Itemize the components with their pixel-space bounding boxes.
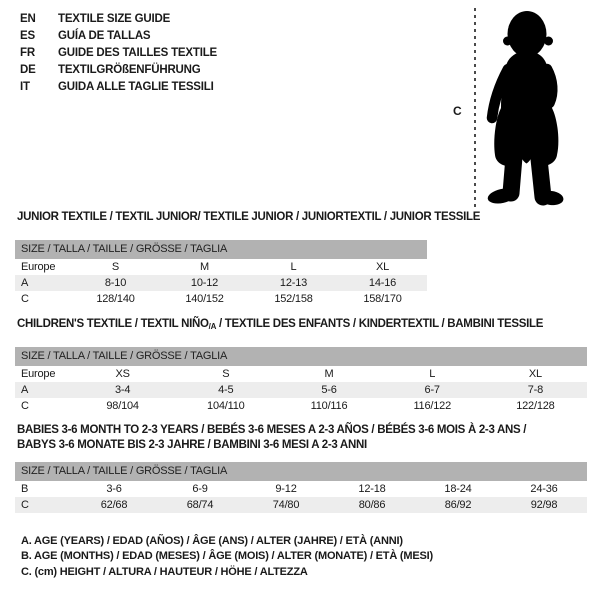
size-cell: XL: [528, 368, 542, 380]
junior-table-title: JUNIOR TEXTILE / TEXTIL JUNIOR/ TEXTILE …: [17, 211, 481, 223]
language-row-it: IT GUIDA ALLE TAGLIE TESSILI: [20, 79, 217, 96]
size-cell: 158/170: [363, 293, 402, 305]
size-cell: 152/158: [274, 293, 313, 305]
size-cell: 4-5: [218, 384, 234, 396]
children-title-pre: CHILDREN'S TEXTILE / TEXTIL NIÑO: [17, 318, 209, 330]
language-code: DE: [20, 64, 36, 76]
size-cell: 98/104: [106, 400, 139, 412]
children-title-post: / TEXTILE DES ENFANTS / KINDERTEXTIL / B…: [216, 318, 544, 330]
size-cell: 5-6: [321, 384, 337, 396]
size-cell: S: [222, 368, 230, 380]
size-cell: 86/92: [444, 499, 472, 511]
size-cell: 92/98: [530, 499, 558, 511]
row-label: C: [21, 400, 29, 412]
toddler-silhouette-icon: [486, 11, 564, 206]
language-code: FR: [20, 47, 35, 59]
size-cell: 80/86: [358, 499, 386, 511]
footnote-a: A. AGE (YEARS) / EDAD (AÑOS) / ÂGE (ANS)…: [21, 535, 403, 547]
row-label: Europe: [21, 368, 56, 380]
language-code: IT: [20, 81, 30, 93]
row-label: Europe: [21, 261, 56, 273]
babies-table-title: BABIES 3-6 MONTH TO 2-3 YEARS / BEBÉS 3-…: [17, 423, 527, 453]
size-cell: 24-36: [530, 483, 558, 495]
language-row-fr: FR GUIDE DES TAILLES TEXTILE: [20, 45, 217, 62]
language-row-de: DE TEXTILGRÖßENFÜHRUNG: [20, 62, 217, 79]
size-header-row: SIZE / TALLA / TAILLE / GRÖSSE / TAGLIA: [15, 240, 427, 259]
size-cell: 18-24: [444, 483, 472, 495]
table-row: C 98/104 104/110 110/116 116/122 122/128: [15, 398, 587, 414]
size-cell: 74/80: [272, 499, 300, 511]
language-label: TEXTILE SIZE GUIDE: [58, 13, 171, 25]
junior-size-table: SIZE / TALLA / TAILLE / GRÖSSE / TAGLIA …: [15, 240, 427, 307]
size-cell: 10-12: [190, 277, 219, 289]
language-code: EN: [20, 13, 36, 25]
table-row: A 8-10 10-12 12-13 14-16: [15, 275, 427, 291]
babies-title-line2: BABYS 3-6 MONATE BIS 2-3 JAHRE / BAMBINI…: [17, 439, 367, 451]
row-label: C: [21, 293, 29, 305]
size-header-row: SIZE / TALLA / TAILLE / GRÖSSE / TAGLIA: [15, 347, 587, 366]
children-size-table: SIZE / TALLA / TAILLE / GRÖSSE / TAGLIA …: [15, 347, 587, 414]
size-cell: 62/68: [100, 499, 128, 511]
row-label: B: [21, 483, 29, 495]
table-row: Europe XS S M L XL: [15, 366, 587, 382]
height-measure-dashed-line: [474, 8, 476, 208]
size-cell: 104/110: [207, 400, 245, 412]
babies-title-line1: BABIES 3-6 MONTH TO 2-3 YEARS / BEBÉS 3-…: [17, 424, 527, 436]
size-cell: 68/74: [186, 499, 214, 511]
language-row-es: ES GUÍA DE TALLAS: [20, 28, 217, 45]
size-cell: 110/116: [310, 400, 348, 412]
size-cell: 3-6: [106, 483, 122, 495]
size-cell: 6-9: [192, 483, 208, 495]
row-label: C: [21, 499, 29, 511]
children-table-title: CHILDREN'S TEXTILE / TEXTIL NIÑO/A / TEX…: [17, 318, 543, 331]
size-cell: L: [290, 261, 297, 273]
language-label: GUÍA DE TALLAS: [58, 30, 151, 42]
table-row: C 62/68 68/74 74/80 80/86 86/92 92/98: [15, 497, 587, 513]
size-cell: 116/122: [413, 400, 451, 412]
size-cell: 14-16: [368, 277, 397, 289]
size-cell: 122/128: [516, 400, 555, 412]
size-cell: 140/152: [185, 293, 224, 305]
row-label: A: [21, 277, 29, 289]
language-code: ES: [20, 30, 35, 42]
children-title-sub: /A: [208, 322, 217, 331]
size-cell: 7-8: [527, 384, 544, 396]
table-row: A 3-4 4-5 5-6 6-7 7-8: [15, 382, 587, 398]
size-cell: L: [429, 368, 436, 380]
language-title-list: EN TEXTILE SIZE GUIDE ES GUÍA DE TALLAS …: [20, 11, 217, 96]
footnotes: A. AGE (YEARS) / EDAD (AÑOS) / ÂGE (ANS)…: [21, 534, 433, 580]
language-label: TEXTILGRÖßENFÜHRUNG: [58, 64, 201, 76]
size-cell: 12-18: [358, 483, 386, 495]
size-header-row: SIZE / TALLA / TAILLE / GRÖSSE / TAGLIA: [15, 462, 587, 481]
footnote-c: C. (cm) HEIGHT / ALTURA / HAUTEUR / HÖHE…: [21, 565, 308, 578]
size-cell: 8-10: [104, 277, 127, 289]
size-cell: 6-7: [424, 384, 441, 396]
row-label: A: [21, 384, 29, 396]
size-cell: 128/140: [96, 293, 135, 305]
table-row: Europe S M L XL: [15, 259, 427, 275]
size-cell: XL: [375, 261, 390, 273]
language-row-en: EN TEXTILE SIZE GUIDE: [20, 11, 217, 28]
size-cell: XS: [115, 368, 130, 380]
table-row: C 128/140 140/152 152/158 158/170: [15, 291, 427, 307]
language-label: GUIDE DES TAILLES TEXTILE: [58, 47, 217, 59]
babies-size-table: SIZE / TALLA / TAILLE / GRÖSSE / TAGLIA …: [15, 462, 587, 513]
size-cell: 9-12: [275, 483, 297, 495]
size-cell: M: [324, 368, 334, 380]
language-label: GUIDA ALLE TAGLIE TESSILI: [58, 81, 214, 93]
footnote-b: B. AGE (MONTHS) / EDAD (MESES) / ÂGE (MO…: [21, 550, 433, 563]
size-cell: S: [111, 261, 120, 273]
table-row: B 3-6 6-9 9-12 12-18 18-24 24-36: [15, 481, 587, 497]
size-cell: 3-4: [114, 384, 131, 396]
height-measure-label: C: [453, 104, 462, 118]
size-cell: M: [200, 261, 209, 273]
size-cell: 12-13: [279, 277, 308, 289]
